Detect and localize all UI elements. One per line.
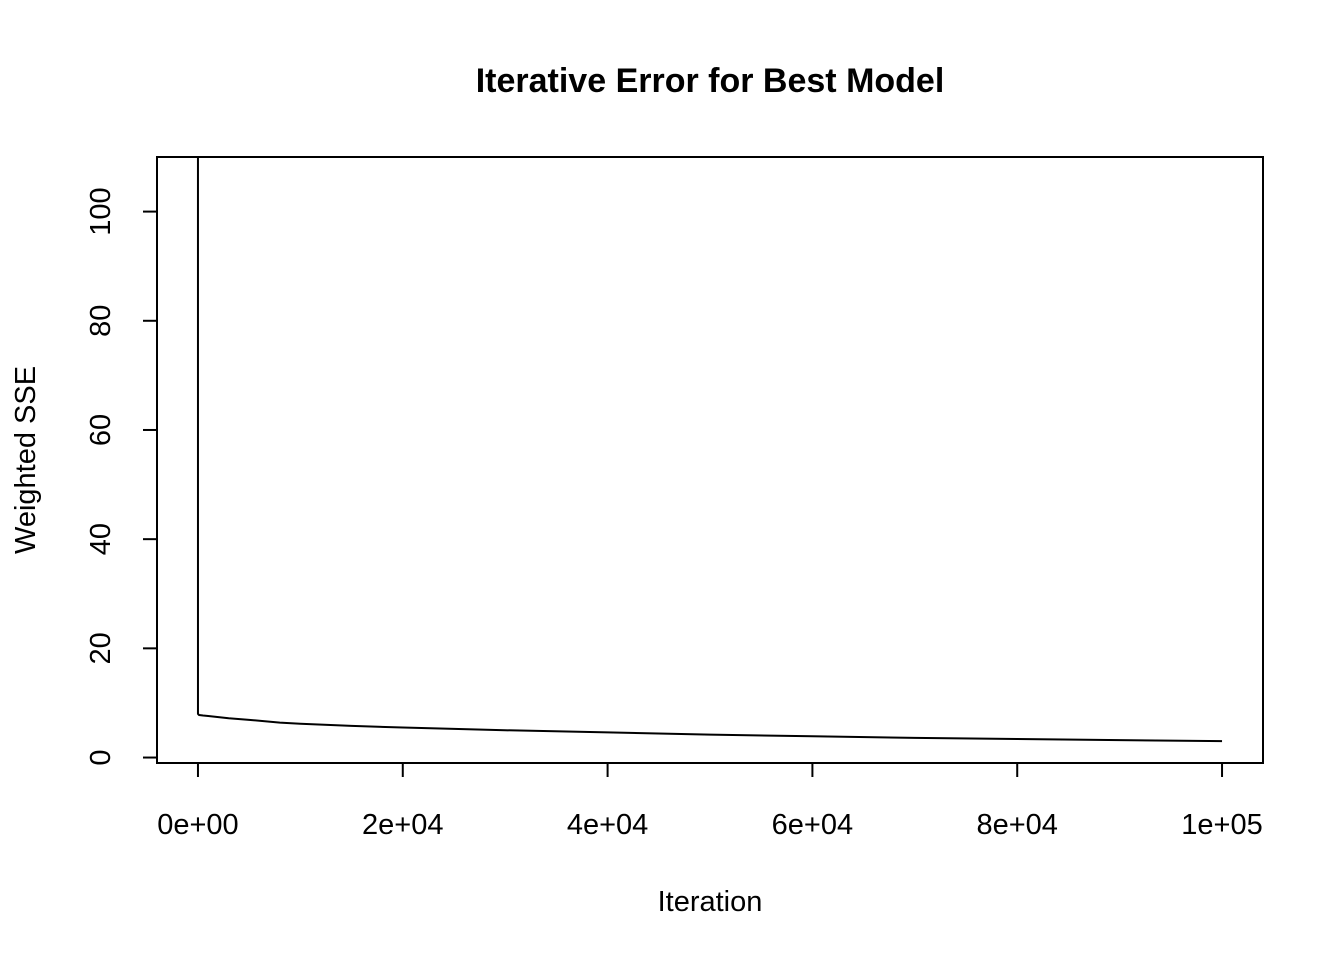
chart-title: Iterative Error for Best Model [476, 62, 945, 100]
y-tick-label: 0 [85, 749, 117, 765]
y-axis: 0 20 40 60 80 100 [85, 187, 158, 766]
series-layer [196, 156, 1223, 743]
x-tick-label: 0e+00 [157, 809, 238, 841]
x-tick-label: 1e+05 [1181, 809, 1262, 841]
x-tick-label: 8e+04 [976, 809, 1057, 841]
y-axis-title: Weighted SSE [10, 366, 42, 554]
y-tick-label: 60 [85, 414, 117, 446]
y-tick-label: 80 [85, 305, 117, 337]
plot-frame [156, 156, 1264, 764]
x-tick-label: 6e+04 [772, 809, 853, 841]
x-tick-label: 2e+04 [362, 809, 443, 841]
series-line [196, 156, 1223, 743]
y-tick-label: 20 [85, 632, 117, 664]
x-axis: 0e+00 2e+04 4e+04 6e+04 8e+04 1e+05 [157, 762, 1263, 841]
y-tick-label: 40 [85, 523, 117, 555]
x-axis-title: Iteration [658, 886, 763, 918]
y-tick-label: 100 [85, 187, 117, 235]
x-tick-label: 4e+04 [567, 809, 648, 841]
